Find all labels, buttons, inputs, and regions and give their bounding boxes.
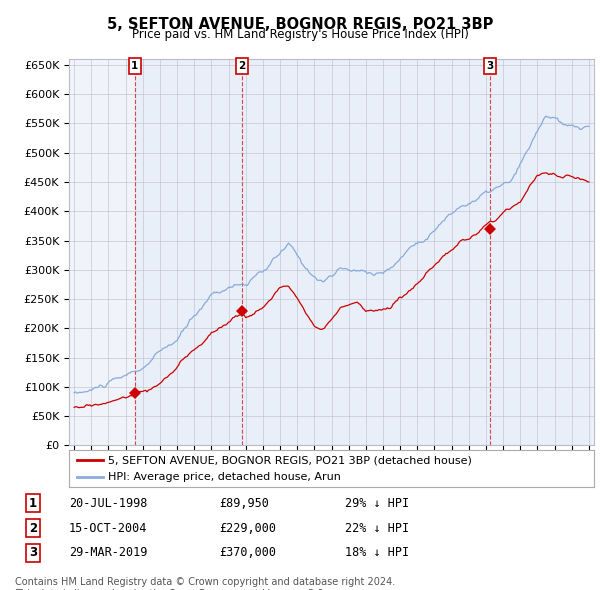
Bar	[242, 59, 490, 445]
Text: HPI: Average price, detached house, Arun: HPI: Average price, detached house, Arun	[109, 472, 341, 482]
Text: 5, SEFTON AVENUE, BOGNOR REGIS, PO21 3BP (detached house): 5, SEFTON AVENUE, BOGNOR REGIS, PO21 3BP…	[109, 455, 472, 465]
Bar	[135, 59, 242, 445]
Text: Price paid vs. HM Land Registry's House Price Index (HPI): Price paid vs. HM Land Registry's House …	[131, 28, 469, 41]
Text: 18% ↓ HPI: 18% ↓ HPI	[345, 546, 409, 559]
Text: Contains HM Land Registry data © Crown copyright and database right 2024.
This d: Contains HM Land Registry data © Crown c…	[15, 577, 395, 590]
Text: 3: 3	[487, 61, 494, 71]
Text: 3: 3	[29, 546, 37, 559]
Text: 29-MAR-2019: 29-MAR-2019	[69, 546, 148, 559]
Text: 15-OCT-2004: 15-OCT-2004	[69, 522, 148, 535]
Text: 20-JUL-1998: 20-JUL-1998	[69, 497, 148, 510]
Text: £370,000: £370,000	[219, 546, 276, 559]
Text: 1: 1	[29, 497, 37, 510]
Text: 22% ↓ HPI: 22% ↓ HPI	[345, 522, 409, 535]
Text: 1: 1	[131, 61, 139, 71]
Text: 29% ↓ HPI: 29% ↓ HPI	[345, 497, 409, 510]
Text: 5, SEFTON AVENUE, BOGNOR REGIS, PO21 3BP: 5, SEFTON AVENUE, BOGNOR REGIS, PO21 3BP	[107, 17, 493, 31]
Text: £229,000: £229,000	[219, 522, 276, 535]
Bar	[490, 59, 590, 445]
Text: 2: 2	[238, 61, 246, 71]
Text: 2: 2	[29, 522, 37, 535]
Text: £89,950: £89,950	[219, 497, 269, 510]
